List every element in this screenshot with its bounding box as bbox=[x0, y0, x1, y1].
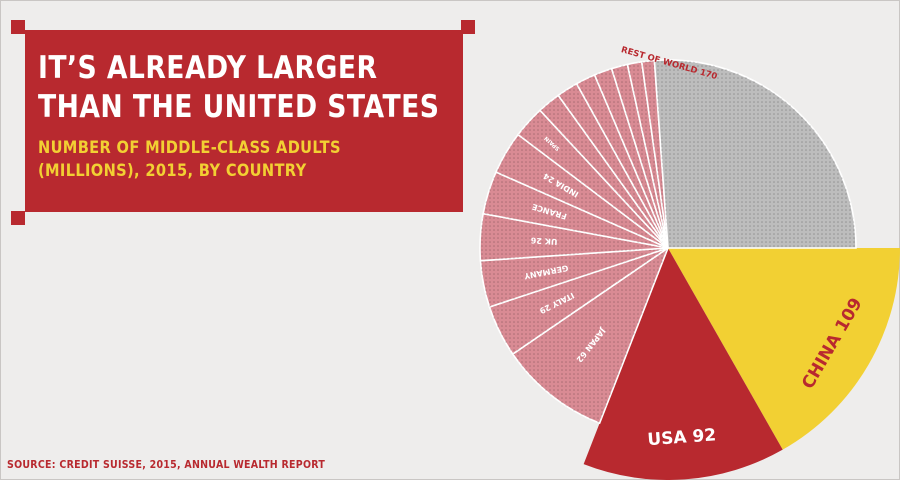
pie-slice-texture bbox=[627, 61, 668, 248]
corner-mark-top-left bbox=[11, 20, 25, 34]
title-panel: IT’S ALREADY LARGER THAN THE UNITED STAT… bbox=[25, 30, 463, 212]
pie-slice-label: USA 92 bbox=[647, 425, 717, 450]
pie-slice-texture bbox=[611, 64, 668, 248]
pie-slice-texture bbox=[576, 74, 668, 248]
pie-slice-texture bbox=[518, 110, 668, 248]
subtitle-line-2: (MILLIONS), 2015, BY COUNTRY bbox=[38, 161, 307, 181]
pie-slice-texture bbox=[483, 172, 668, 248]
chart-title: IT’S ALREADY LARGER THAN THE UNITED STAT… bbox=[38, 49, 439, 127]
title-line-2: THAN THE UNITED STATES bbox=[38, 89, 440, 125]
source-note: SOURCE: CREDIT SUISSE, 2015, ANNUAL WEAL… bbox=[7, 458, 326, 471]
pie-slice-texture bbox=[539, 95, 668, 248]
pie-slice-texture bbox=[641, 60, 668, 248]
corner-mark-bottom-left bbox=[11, 211, 25, 225]
chart-subtitle: NUMBER OF MIDDLE-CLASS ADULTS (MILLIONS)… bbox=[38, 137, 341, 183]
pie-slice-texture bbox=[594, 68, 668, 248]
pie-slice-label: UK 26 bbox=[530, 236, 558, 247]
pie-slice-texture bbox=[512, 248, 668, 424]
subtitle-line-1: NUMBER OF MIDDLE-CLASS ADULTS bbox=[38, 138, 341, 158]
pie-slice-texture bbox=[480, 248, 668, 307]
pie-slice-texture bbox=[558, 83, 668, 249]
title-line-1: IT’S ALREADY LARGER bbox=[38, 50, 378, 86]
corner-mark-top-right bbox=[461, 20, 475, 34]
pie-slice-texture bbox=[654, 60, 856, 249]
pie-slice-texture bbox=[480, 213, 668, 261]
pie-slice-usa bbox=[583, 248, 783, 480]
pie-slice-china bbox=[668, 248, 900, 450]
pie-slice-texture bbox=[496, 134, 668, 248]
pie-slice-texture bbox=[489, 248, 668, 355]
